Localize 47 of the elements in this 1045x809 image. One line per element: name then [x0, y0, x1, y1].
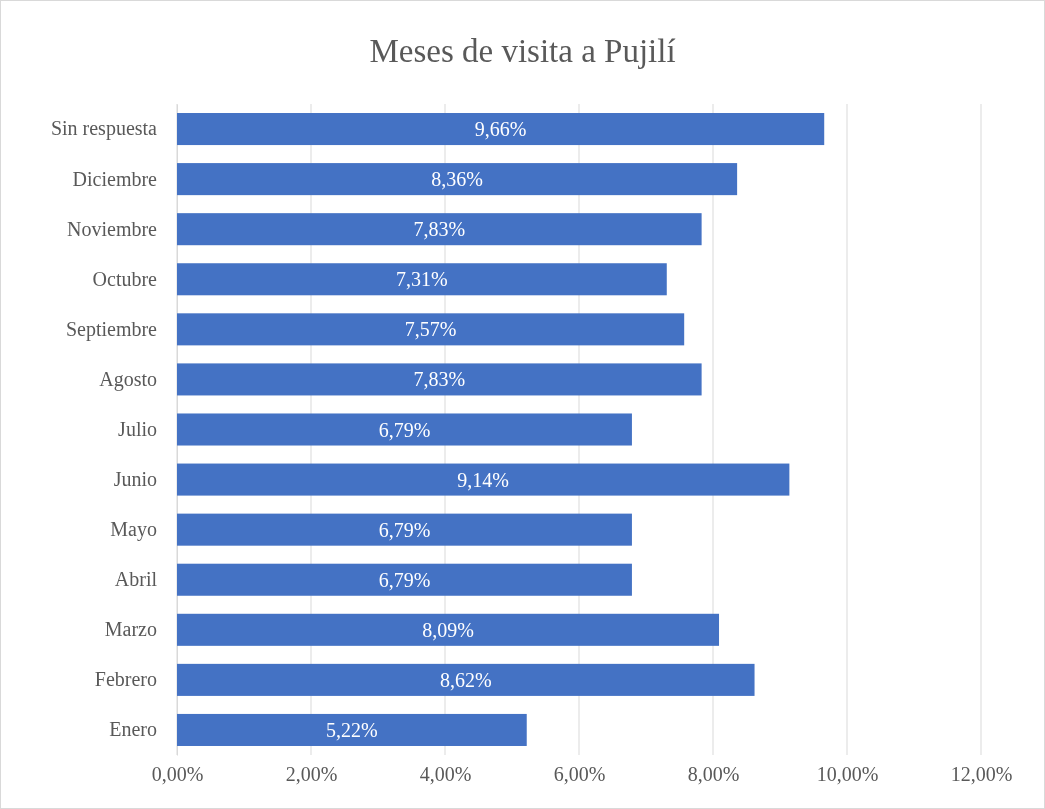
- bar: [177, 463, 790, 496]
- bar: [177, 163, 738, 196]
- x-tick-label: 2,00%: [285, 763, 338, 786]
- bar: [177, 613, 720, 646]
- y-tick-label: Enero: [109, 718, 157, 741]
- data-label: 6,79%: [378, 568, 431, 591]
- data-label: 7,83%: [413, 368, 466, 391]
- x-tick-label: 8,00%: [687, 763, 740, 786]
- x-tick-label: 6,00%: [553, 763, 606, 786]
- bar: [177, 263, 667, 296]
- data-label: 6,79%: [378, 518, 431, 541]
- data-label: 7,83%: [413, 218, 466, 241]
- y-tick-label: Junio: [113, 467, 157, 490]
- data-label: 8,62%: [439, 668, 492, 691]
- chart-title: Meses de visita a Pujilí: [369, 33, 676, 69]
- bar: [177, 413, 632, 446]
- y-tick-label: Marzo: [104, 618, 157, 641]
- bar: [177, 563, 632, 596]
- y-tick-label: Diciembre: [72, 167, 158, 190]
- y-tick-label: Septiembre: [65, 317, 158, 341]
- bar: [177, 313, 685, 346]
- data-label: 8,36%: [431, 168, 483, 191]
- y-tick-label: Febrero: [94, 668, 157, 691]
- bar: [177, 213, 702, 246]
- y-tick-label: Julio: [118, 417, 157, 440]
- x-tick-label: 12,00%: [950, 763, 1013, 786]
- y-tick-label: Abril: [114, 568, 158, 591]
- bar: [177, 113, 825, 146]
- y-tick-label: Noviembre: [67, 217, 158, 240]
- x-tick-label: 10,00%: [816, 763, 879, 786]
- data-label: 5,22%: [326, 718, 378, 741]
- data-label: 7,31%: [396, 268, 448, 291]
- y-tick-label: Sin respuesta: [50, 117, 158, 141]
- y-tick-label: Octubre: [92, 267, 158, 290]
- data-label: 7,57%: [404, 318, 457, 341]
- y-tick-label: Agosto: [99, 367, 157, 391]
- bar: [177, 663, 755, 696]
- y-tick-label: Mayo: [110, 518, 157, 542]
- data-label: 6,79%: [378, 418, 431, 441]
- bar: [177, 513, 632, 546]
- data-label: 8,09%: [422, 618, 474, 641]
- bar: [177, 713, 527, 746]
- data-label: 9,66%: [474, 118, 527, 141]
- x-tick-label: 0,00%: [151, 763, 204, 786]
- bar: [177, 363, 702, 396]
- x-tick-label: 4,00%: [419, 763, 472, 786]
- data-label: 9,14%: [457, 468, 510, 491]
